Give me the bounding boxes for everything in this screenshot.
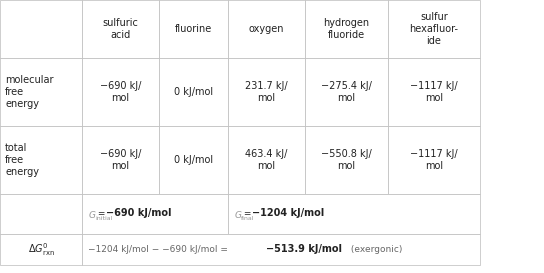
Text: molecular
free
energy: molecular free energy <box>5 75 53 109</box>
Text: sulfur
hexafluor-
ide: sulfur hexafluor- ide <box>410 12 459 46</box>
Text: −1117 kJ/
mol: −1117 kJ/ mol <box>410 81 458 103</box>
Bar <box>82 234 480 265</box>
Bar <box>228 126 305 194</box>
Text: −690 kJ/
mol: −690 kJ/ mol <box>100 81 141 103</box>
Bar <box>305 0 388 58</box>
Bar <box>228 0 305 58</box>
Text: −275.4 kJ/
mol: −275.4 kJ/ mol <box>321 81 372 103</box>
Bar <box>82 194 228 234</box>
Bar <box>82 0 159 58</box>
Bar <box>388 0 480 58</box>
Text: $\mathit{G}$: $\mathit{G}$ <box>234 209 243 219</box>
Text: final: final <box>241 215 255 221</box>
Bar <box>159 126 228 194</box>
Text: sulfuric
acid: sulfuric acid <box>103 18 138 40</box>
Bar <box>305 126 388 194</box>
Text: oxygen: oxygen <box>249 24 285 34</box>
Text: −690 kJ/
mol: −690 kJ/ mol <box>100 149 141 171</box>
Text: −1204 kJ/mol − −690 kJ/mol =: −1204 kJ/mol − −690 kJ/mol = <box>88 245 231 254</box>
Text: −1204 kJ/mol: −1204 kJ/mol <box>252 208 324 218</box>
Text: =: = <box>241 209 254 218</box>
Text: hydrogen
fluoride: hydrogen fluoride <box>324 18 369 40</box>
Bar <box>228 194 480 234</box>
Bar <box>0 194 82 234</box>
Bar <box>159 0 228 58</box>
Text: total
free
energy: total free energy <box>5 143 39 177</box>
Text: $\Delta G^0_{\rm rxn}$: $\Delta G^0_{\rm rxn}$ <box>28 241 54 258</box>
Bar <box>305 58 388 126</box>
Text: 463.4 kJ/
mol: 463.4 kJ/ mol <box>245 149 288 171</box>
Bar <box>388 126 480 194</box>
Bar <box>159 58 228 126</box>
Bar <box>0 58 82 126</box>
Text: −550.8 kJ/
mol: −550.8 kJ/ mol <box>321 149 372 171</box>
Text: −513.9 kJ/mol: −513.9 kJ/mol <box>266 245 342 254</box>
Bar <box>0 126 82 194</box>
Text: −690 kJ/mol: −690 kJ/mol <box>106 208 171 218</box>
Text: 0 kJ/mol: 0 kJ/mol <box>174 87 213 97</box>
Bar <box>388 58 480 126</box>
Text: 0 kJ/mol: 0 kJ/mol <box>174 155 213 165</box>
Bar <box>82 126 159 194</box>
Bar <box>228 58 305 126</box>
Text: =: = <box>95 209 108 218</box>
Text: $\mathit{G}$: $\mathit{G}$ <box>88 209 96 219</box>
Bar <box>82 58 159 126</box>
Text: initial: initial <box>95 215 113 221</box>
Bar <box>0 234 82 265</box>
Text: 231.7 kJ/
mol: 231.7 kJ/ mol <box>245 81 288 103</box>
Text: fluorine: fluorine <box>175 24 212 34</box>
Text: −1117 kJ/
mol: −1117 kJ/ mol <box>410 149 458 171</box>
Text: (exergonic): (exergonic) <box>348 245 403 254</box>
Bar <box>0 0 82 58</box>
